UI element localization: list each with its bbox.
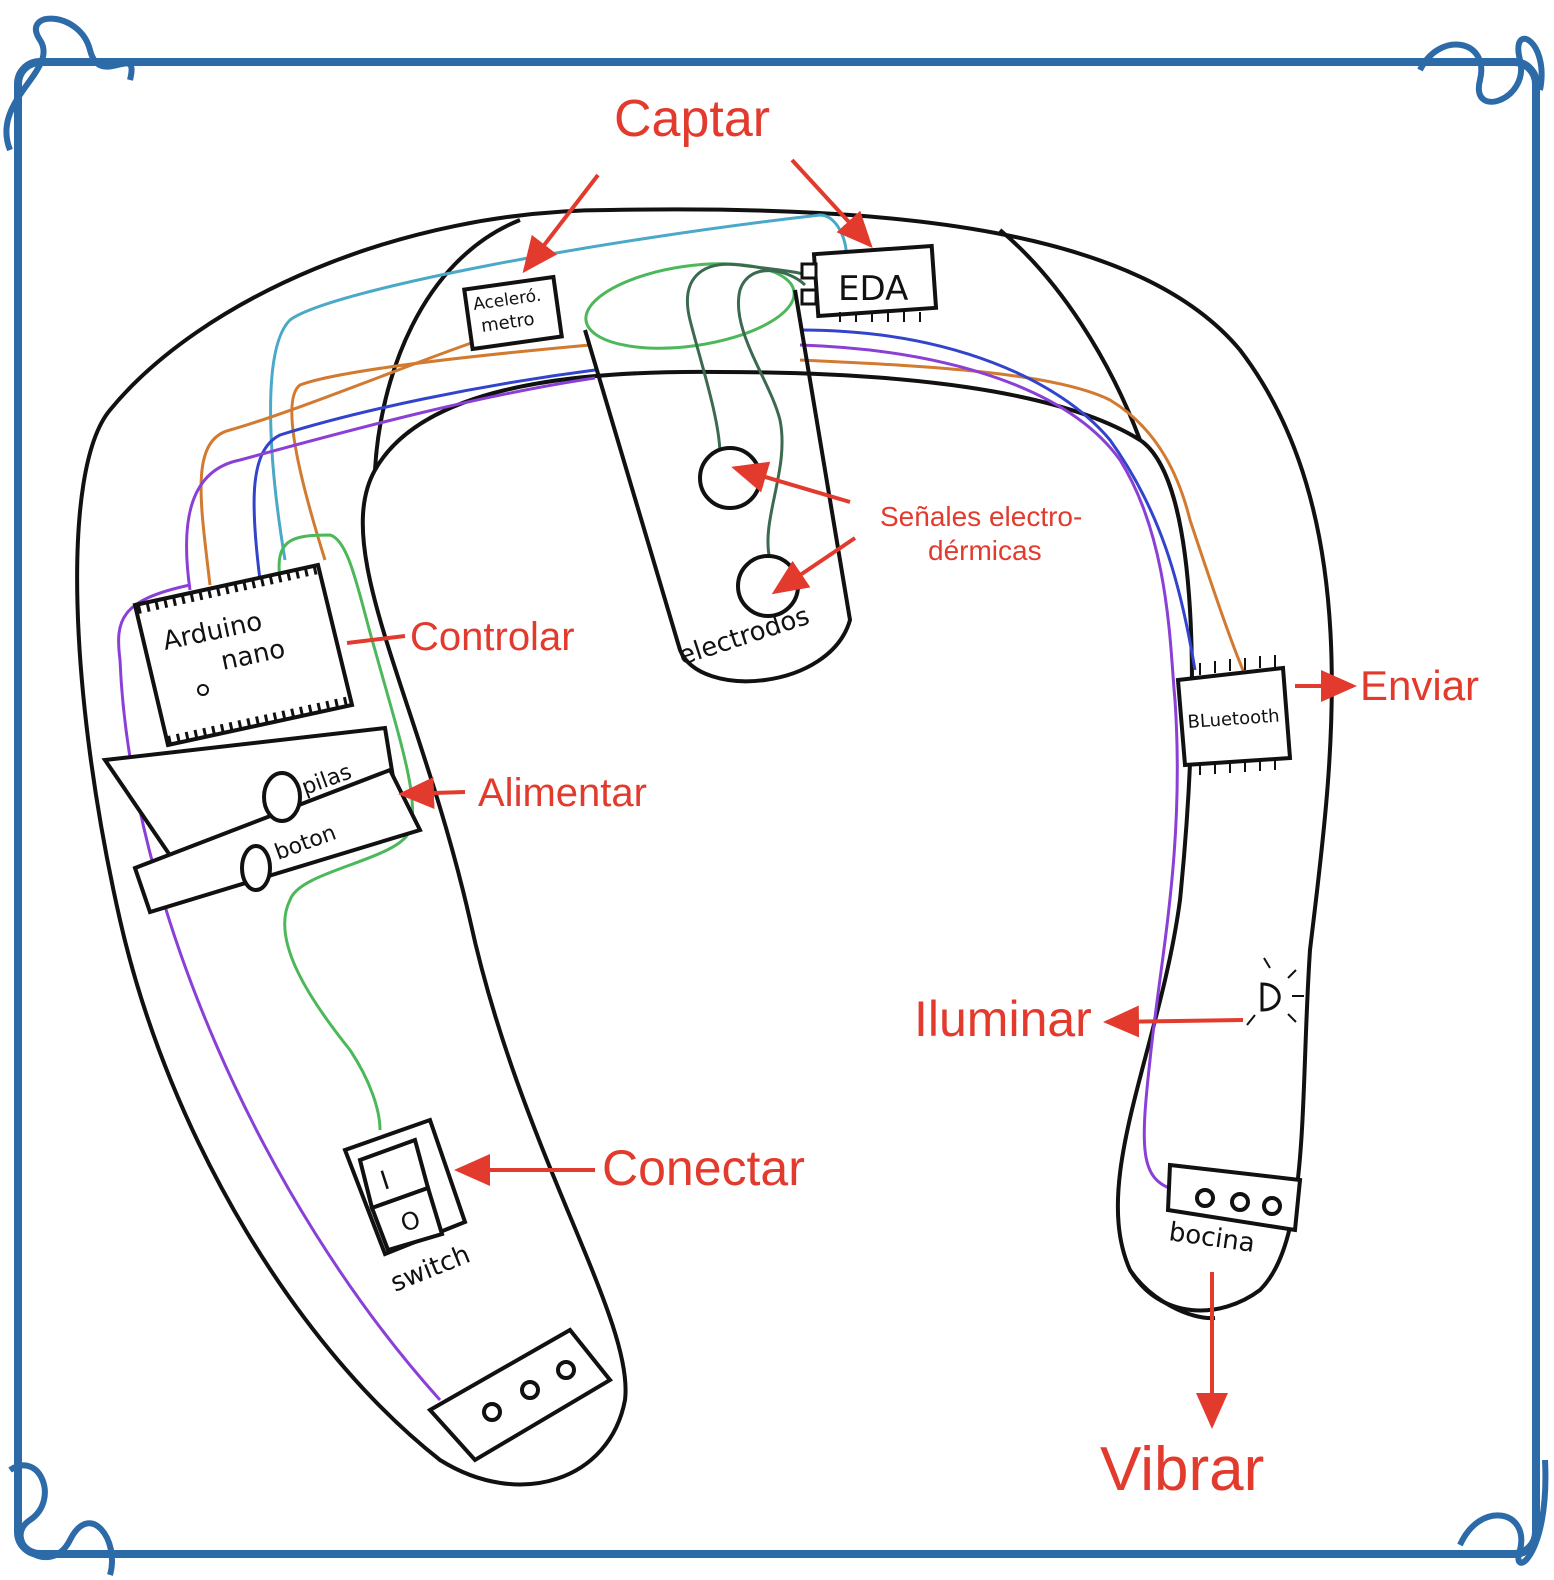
bluetooth-module: [1175, 655, 1293, 775]
wire-orange: [199, 338, 1247, 676]
function-arrows: [346, 158, 1357, 1429]
battery-pack: [101, 725, 423, 915]
rocker-switch: [342, 1117, 468, 1257]
label-captar: Captar: [614, 90, 770, 148]
left-speaker: [426, 1327, 613, 1463]
wire-blue: [252, 328, 1197, 671]
label-vibrar: Vibrar: [1100, 1435, 1264, 1504]
corner-swirl-top-right: [1417, 35, 1545, 105]
eda-text: EDA: [838, 269, 908, 309]
label-enviar: Enviar: [1360, 662, 1479, 709]
eda-sensor: [800, 243, 939, 322]
arrow-alimentar: [398, 776, 466, 809]
boton-button: [240, 844, 272, 892]
wire-purple: [117, 343, 1179, 1402]
arduino-nano-board: [132, 562, 355, 748]
label-iluminar: Iluminar: [914, 991, 1092, 1047]
electrode-1: [698, 446, 762, 510]
accelerometer-module: [462, 274, 564, 352]
arrow-senales-1: [731, 461, 851, 504]
electrodos-text: electrodos: [675, 601, 813, 671]
neckband-outline: [75, 207, 1334, 1487]
wire-cyan: [269, 213, 848, 561]
arrow-iluminar: [1103, 1005, 1244, 1038]
corner-swirl-bottom-right: [1457, 1459, 1549, 1566]
label-senales-1: Señales electro-: [880, 501, 1082, 532]
arrow-captar-eda: [790, 158, 873, 248]
label-controlar: Controlar: [410, 615, 575, 659]
pilas-cell: [262, 771, 302, 823]
frame-border: [3, 15, 1549, 1576]
wire-darkgreen: [685, 262, 807, 561]
label-senales-2: dérmicas: [928, 535, 1042, 566]
label-alimentar: Alimentar: [478, 771, 647, 815]
arrow-controlar: [346, 634, 406, 645]
corner-swirl-bottom-left: [8, 1462, 115, 1576]
corner-swirl-top-left: [3, 15, 135, 152]
label-conectar: Conectar: [602, 1140, 805, 1196]
arrow-captar-accelerometer: [522, 173, 600, 274]
arrow-senales-2: [771, 536, 857, 595]
led-icon: [1246, 957, 1304, 1026]
right-speaker: [1165, 1162, 1303, 1233]
